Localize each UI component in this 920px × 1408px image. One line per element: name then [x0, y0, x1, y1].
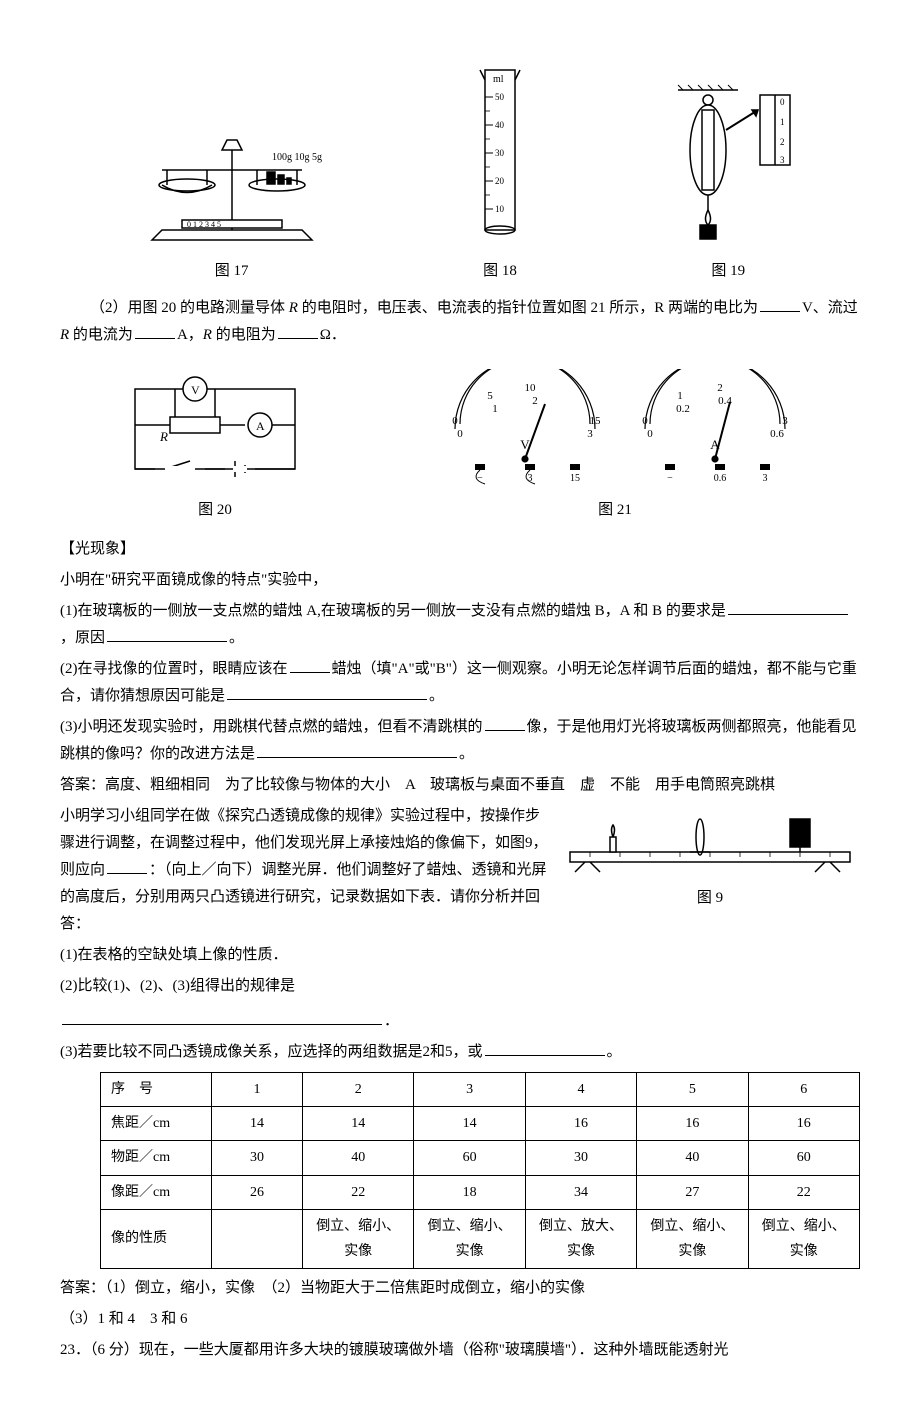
lens-q2: (2)比较(1)、(2)、(3)组得出的规律是: [60, 973, 860, 1000]
weights-label: 100g 10g 5g: [272, 152, 322, 163]
light-intro: 小明在"研究平面镜成像的特点"实验中，: [60, 567, 860, 594]
svg-text:V: V: [520, 437, 530, 452]
graduated-cylinder-icon: ml 50 40 30 20 10: [465, 60, 535, 250]
svg-text:15: 15: [590, 415, 602, 427]
svg-text:0: 0: [647, 428, 653, 440]
lens-q3: (3)若要比较不同凸透镜成像关系，应选择的两组数据是2和5，或。: [60, 1039, 860, 1066]
figures-17-18-19: 100g 10g 5g 0 1 2 3 4 5 图 17 ml 50 40 30…: [60, 60, 860, 285]
circuit-icon: V A R: [115, 369, 315, 489]
svg-text:10: 10: [525, 382, 537, 394]
svg-text:0.4: 0.4: [718, 395, 732, 407]
question-23: 23．（6 分）现在，一些大厦都用许多大块的镀膜玻璃做外墙（俗称"玻璃膜墙"）．…: [60, 1337, 860, 1364]
svg-text:40: 40: [495, 120, 505, 130]
figures-20-21: V A R 图 20 0 5 10 15 0 1 2 3: [60, 369, 860, 524]
fig19-caption: 图 19: [658, 258, 798, 285]
lens-q2-blank: ．: [60, 1008, 860, 1035]
svg-text:5: 5: [487, 390, 493, 402]
svg-text:20: 20: [495, 176, 505, 186]
figure-17: 100g 10g 5g 0 1 2 3 4 5 图 17: [122, 110, 342, 285]
light-section-header: 【光现象】: [60, 536, 860, 563]
balance-scale-icon: 100g 10g 5g 0 1 2 3 4 5: [122, 110, 342, 250]
svg-text:V: V: [191, 383, 200, 397]
light-q2: (2)在寻找像的位置时，眼睛应该在蜡烛（填"A"或"B"）这一侧观察。小明无论怎…: [60, 656, 860, 710]
svg-text:0: 0: [452, 415, 458, 427]
svg-text:0 1 2 3 4 5: 0 1 2 3 4 5: [187, 220, 221, 229]
figure-21: 0 5 10 15 0 1 2 3 V − 3 15: [425, 369, 805, 524]
figure-20: V A R 图 20: [115, 369, 315, 524]
optical-bench-icon: [560, 807, 860, 877]
svg-text:0.2: 0.2: [676, 403, 690, 415]
table-row: 像距／cm 262218 342722: [101, 1175, 860, 1209]
light-answer: 答案：高度、粗细相同 为了比较像与物体的大小 A 玻璃板与桌面不垂直 虚 不能 …: [60, 772, 860, 799]
table-row: 焦距／cm 141414 161616: [101, 1107, 860, 1141]
svg-text:2: 2: [780, 137, 785, 147]
figure-18: ml 50 40 30 20 10 图 18: [465, 60, 535, 285]
svg-text:2: 2: [717, 382, 723, 394]
lens-data-table: 序 号 123 456 焦距／cm 141414 161616 物距／cm 30…: [100, 1072, 860, 1269]
lens-answer-2: （3）1 和 4 3 和 6: [60, 1306, 860, 1333]
fig17-caption: 图 17: [122, 258, 342, 285]
figure-9: 图 9: [560, 807, 860, 912]
svg-text:30: 30: [495, 148, 505, 158]
svg-text:1: 1: [677, 390, 683, 402]
svg-text:0.6: 0.6: [770, 428, 784, 440]
light-q1: (1)在玻璃板的一侧放一支点燃的蜡烛 A,在玻璃板的另一侧放一支没有点燃的蜡烛 …: [60, 598, 860, 652]
lens-answer-1: 答案：（1）倒立，缩小，实像 （2）当物距大于二倍焦距时成倒立，缩小的实像: [60, 1275, 860, 1302]
fig21-caption: 图 21: [425, 497, 805, 524]
svg-text:15: 15: [570, 473, 580, 484]
fig20-caption: 图 20: [115, 497, 315, 524]
svg-text:A: A: [710, 437, 720, 452]
svg-text:3: 3: [763, 473, 768, 484]
svg-text:A: A: [256, 419, 265, 433]
svg-text:3: 3: [782, 415, 788, 427]
figure-19: 0 1 2 3 图 19: [658, 80, 798, 285]
svg-text:3: 3: [780, 155, 785, 165]
table-row: 物距／cm 304060 304060: [101, 1141, 860, 1175]
svg-text:50: 50: [495, 92, 505, 102]
svg-text:10: 10: [495, 204, 505, 214]
svg-text:1: 1: [780, 117, 785, 127]
svg-text:−: −: [667, 473, 673, 484]
table-row: 序 号 123 456: [101, 1073, 860, 1107]
svg-text:2: 2: [532, 395, 538, 407]
question-2: （2）用图 20 的电路测量导体 R 的电阻时，电压表、电流表的指针位置如图 2…: [60, 295, 860, 349]
fig18-caption: 图 18: [465, 258, 535, 285]
spring-scale-icon: 0 1 2 3: [658, 80, 798, 250]
fig9-caption: 图 9: [560, 885, 860, 912]
svg-text:1: 1: [492, 403, 498, 415]
light-q3: (3)小明还发现实验时，用跳棋代替点燃的蜡烛，但看不清跳棋的像，于是他用灯光将玻…: [60, 714, 860, 768]
table-row: 像的性质 倒立、缩小、实像倒立、缩小、实像 倒立、放大、实像倒立、缩小、实像倒立…: [101, 1209, 860, 1268]
svg-text:0: 0: [780, 97, 785, 107]
svg-text:0: 0: [457, 428, 463, 440]
meters-icon: 0 5 10 15 0 1 2 3 V − 3 15: [425, 369, 805, 489]
svg-text:3: 3: [587, 428, 593, 440]
svg-text:0.6: 0.6: [714, 473, 727, 484]
lens-q1: (1)在表格的空缺处填上像的性质．: [60, 942, 860, 969]
svg-text:R: R: [159, 429, 168, 444]
svg-text:ml: ml: [493, 74, 504, 85]
svg-text:0: 0: [642, 415, 648, 427]
